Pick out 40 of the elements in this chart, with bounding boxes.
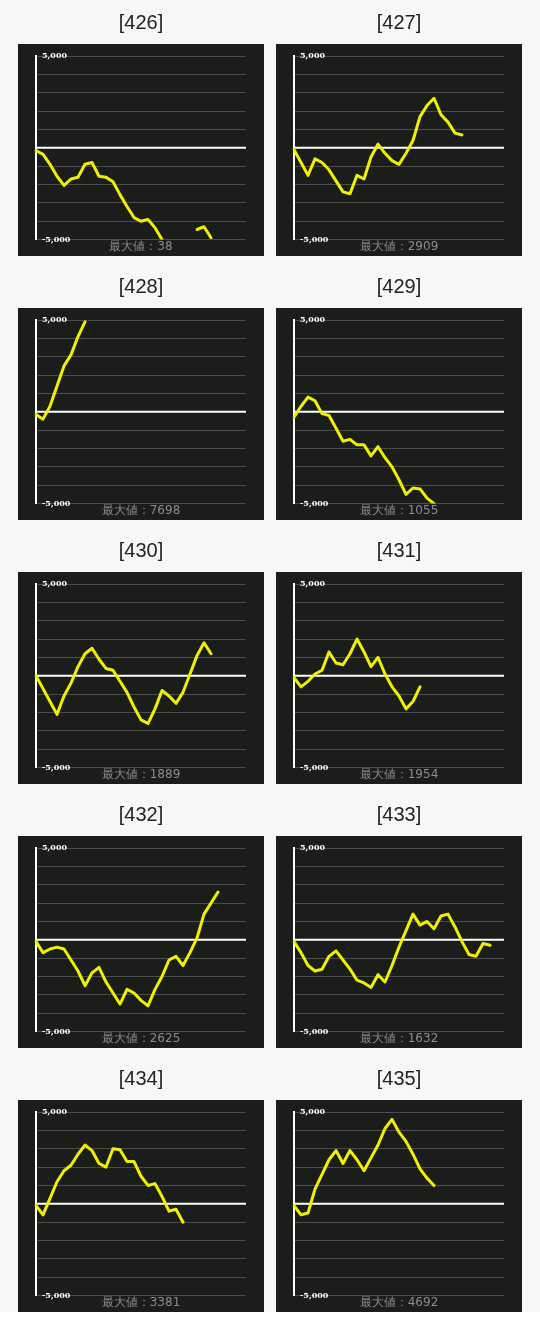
- x-axis-title: 最大値：4692: [359, 1294, 439, 1309]
- chart-title: [430]: [117, 537, 165, 563]
- chart-title: [434]: [117, 1065, 165, 1091]
- chart-title: [429]: [375, 273, 423, 299]
- chart-title: [431]: [375, 537, 423, 563]
- y-tick-label: -5,000: [42, 233, 71, 244]
- y-tick-label: 5,000: [42, 1106, 68, 1117]
- chart-title: [433]: [375, 801, 423, 827]
- x-axis-title: 最大値：38: [109, 238, 173, 253]
- x-axis-title: 最大値：1954: [359, 766, 439, 781]
- y-tick-label: 5,000: [42, 842, 68, 853]
- x-axis-title: 最大値：3381: [101, 1294, 181, 1309]
- y-tick-label: 5,000: [300, 50, 326, 61]
- chart-title: [428]: [117, 273, 165, 299]
- y-tick-label: -5,000: [42, 497, 71, 508]
- chart-title: [432]: [117, 801, 165, 827]
- y-tick-label: 5,000: [42, 314, 68, 325]
- y-tick-label: -5,000: [300, 1289, 329, 1300]
- x-axis-title: 最大値：1889: [101, 766, 181, 781]
- y-tick-label: 5,000: [42, 50, 68, 61]
- y-tick-label: -5,000: [300, 761, 329, 772]
- y-tick-label: -5,000: [300, 1025, 329, 1036]
- x-axis-title: 最大値：2909: [359, 238, 439, 253]
- y-tick-label: -5,000: [42, 761, 71, 772]
- y-tick-label: -5,000: [42, 1289, 71, 1300]
- y-tick-label: -5,000: [42, 1025, 71, 1036]
- x-axis-title: 最大値：7698: [101, 502, 181, 517]
- y-tick-label: 5,000: [300, 842, 326, 853]
- chart-title: [427]: [375, 9, 423, 35]
- x-axis-title: 最大値：2625: [101, 1030, 181, 1045]
- y-tick-label: 5,000: [300, 1106, 326, 1117]
- x-axis-title: 最大値：1632: [359, 1030, 439, 1045]
- y-tick-label: -5,000: [300, 233, 329, 244]
- x-axis-title: 最大値：1055: [359, 502, 439, 517]
- y-tick-label: -5,000: [300, 497, 329, 508]
- y-tick-label: 5,000: [42, 578, 68, 589]
- chart-title: [426]: [117, 9, 165, 35]
- y-tick-label: 5,000: [300, 578, 326, 589]
- chart-title: [435]: [375, 1065, 423, 1091]
- y-tick-label: 5,000: [300, 314, 326, 325]
